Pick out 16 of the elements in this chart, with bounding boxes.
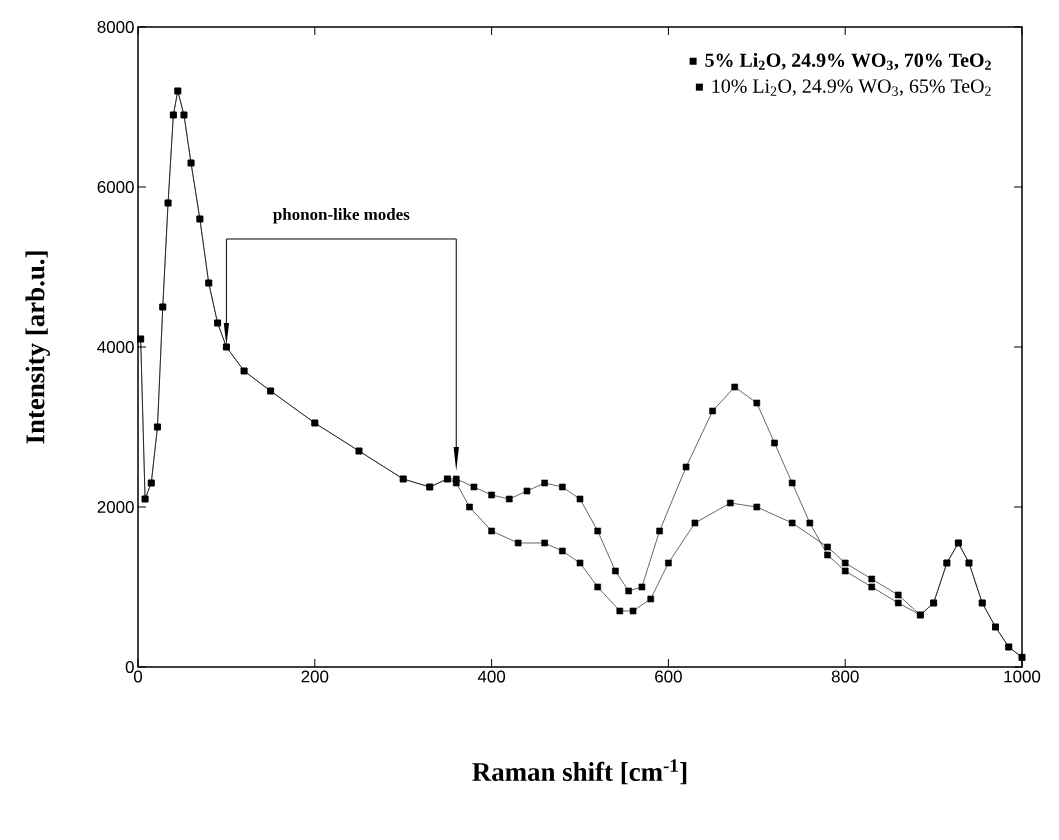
x-tick-label: 0	[133, 670, 143, 683]
x-axis-title: Raman shift [cm$^{-1}$]	[472, 759, 687, 785]
x-tick-label: 200	[301, 670, 329, 683]
x-tick-label: 1000	[1004, 670, 1041, 683]
x-tick-label: 400	[477, 670, 506, 683]
y-tick-label: 6000	[97, 180, 134, 193]
legend-label: 10% Li$_{2}$O, 24.9% WO$_{3}$, 65% TeO$_{2}$	[712, 79, 991, 96]
y-tick-label: 8000	[97, 20, 134, 33]
y-axis-title: Intensity [arb.u.]	[25, 251, 50, 444]
y-tick-label: 0	[125, 660, 134, 673]
x-tick-label: 800	[831, 670, 859, 683]
y-tick-label: 2000	[97, 500, 134, 513]
x-tick-label: 600	[655, 670, 682, 683]
legend-label: 5% Li$_{2}$O, 24.9% WO$_{3}$, 70% TeO$_{2}$	[705, 52, 991, 70]
annotation: phonon-like modes	[273, 208, 410, 224]
y-tick-label: 4000	[97, 340, 134, 353]
